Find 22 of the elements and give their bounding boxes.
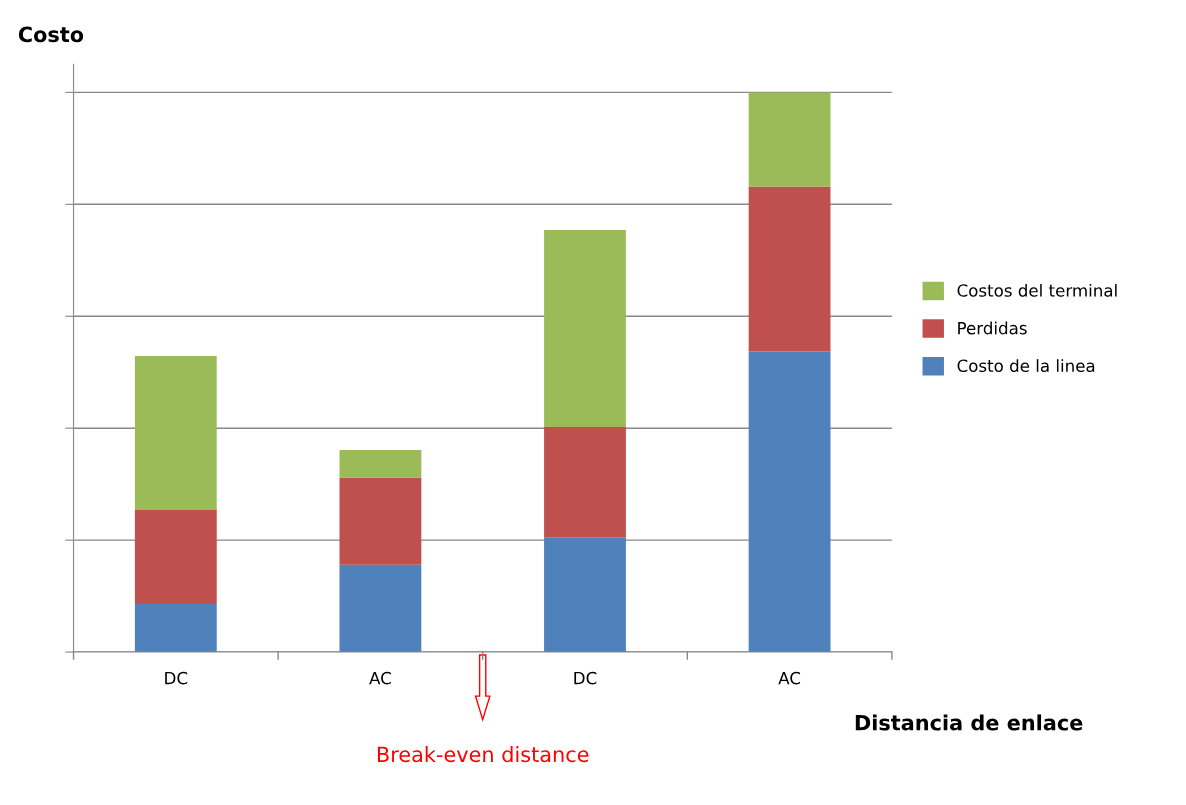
x-tick-label: AC xyxy=(778,671,801,685)
bar xyxy=(748,351,831,653)
bar xyxy=(544,537,626,653)
bar xyxy=(339,477,422,565)
bar xyxy=(748,186,831,352)
text: Break-even distance xyxy=(377,746,589,763)
x-tick-label: AC xyxy=(369,671,391,685)
bar xyxy=(339,564,422,653)
x-axis-title: Distancia de enlace xyxy=(855,714,1083,731)
bar xyxy=(134,355,217,510)
bar xyxy=(544,427,626,538)
legend-label: Perdidas xyxy=(958,321,1027,335)
bar xyxy=(339,450,422,478)
x-tick-label: DC xyxy=(165,671,188,685)
y-axis-title: Costo xyxy=(18,26,84,43)
bar xyxy=(134,509,217,604)
bar xyxy=(134,603,217,653)
bar xyxy=(748,92,831,187)
legend-label: Costos del terminal xyxy=(957,283,1117,297)
legend-label: Costo de la linea xyxy=(957,359,1095,373)
x-tick-label: DC xyxy=(574,671,597,685)
bar xyxy=(544,230,626,428)
